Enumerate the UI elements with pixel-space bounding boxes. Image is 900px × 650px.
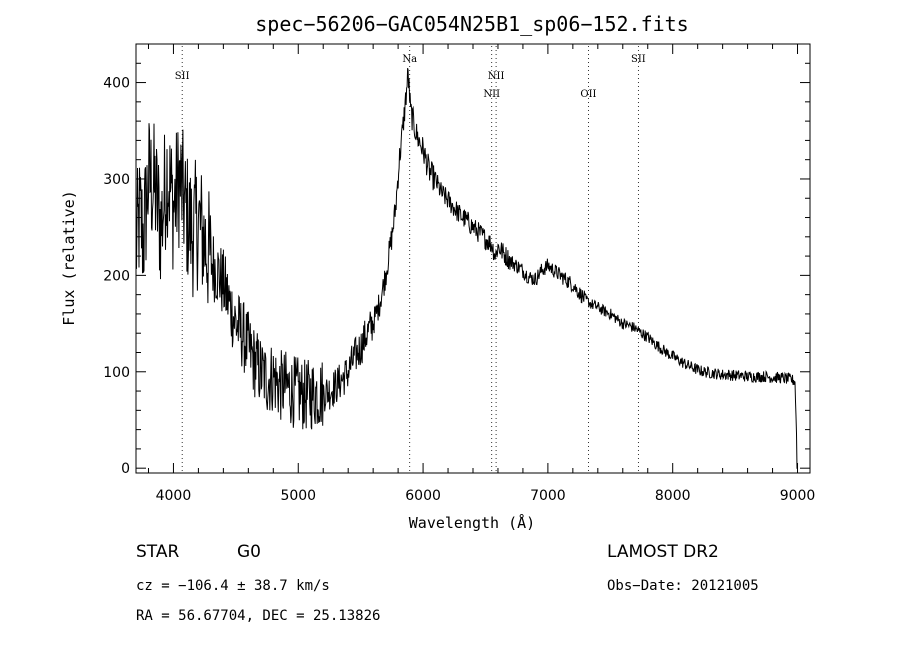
x-tick-label: 9000 [780,488,816,504]
y-tick-label: 0 [121,461,130,477]
object-class: STAR [136,542,179,562]
y-axis-ticks: 0 100 200 300 400 [103,62,810,477]
sky-coordinates: RA = 56.67704, DEC = 25.13826 [136,608,380,624]
y-tick-label: 300 [103,172,130,188]
survey-name: LAMOST DR2 [607,542,719,562]
chart-title: spec−56206−GAC054N25B1_sp06−152.fits [255,12,688,36]
y-tick-label: 200 [103,268,130,284]
x-axis-ticks: 4000 5000 6000 7000 8000 9000 [147,44,816,504]
plot-frame [135,43,811,474]
emission-line-label: SII [175,71,190,82]
emission-line-label: SII [631,54,646,65]
x-axis-label: Wavelength (Å) [409,513,535,532]
emission-line-label: NII [488,71,505,82]
y-axis-label: Flux (relative) [60,190,78,325]
object-subclass: G0 [237,542,261,562]
emission-line-label: OII [580,89,596,100]
y-tick-label: 400 [103,76,130,92]
spectrum-series [135,68,798,469]
y-tick-label: 100 [103,365,130,381]
x-tick-label: 7000 [530,488,566,504]
x-tick-label: 8000 [655,488,691,504]
x-tick-label: 5000 [280,488,316,504]
emission-line-label: NII [483,89,500,100]
x-tick-label: 6000 [405,488,441,504]
emission-line-markers: SII Na NII NII OII SII [175,46,646,472]
observation-date: Obs−Date: 20121005 [607,578,759,594]
x-tick-label: 4000 [156,488,192,504]
emission-line-label: Na [402,54,417,65]
spectrum-line [135,68,798,469]
redshift-velocity: cz = −106.4 ± 38.7 km/s [136,578,330,594]
